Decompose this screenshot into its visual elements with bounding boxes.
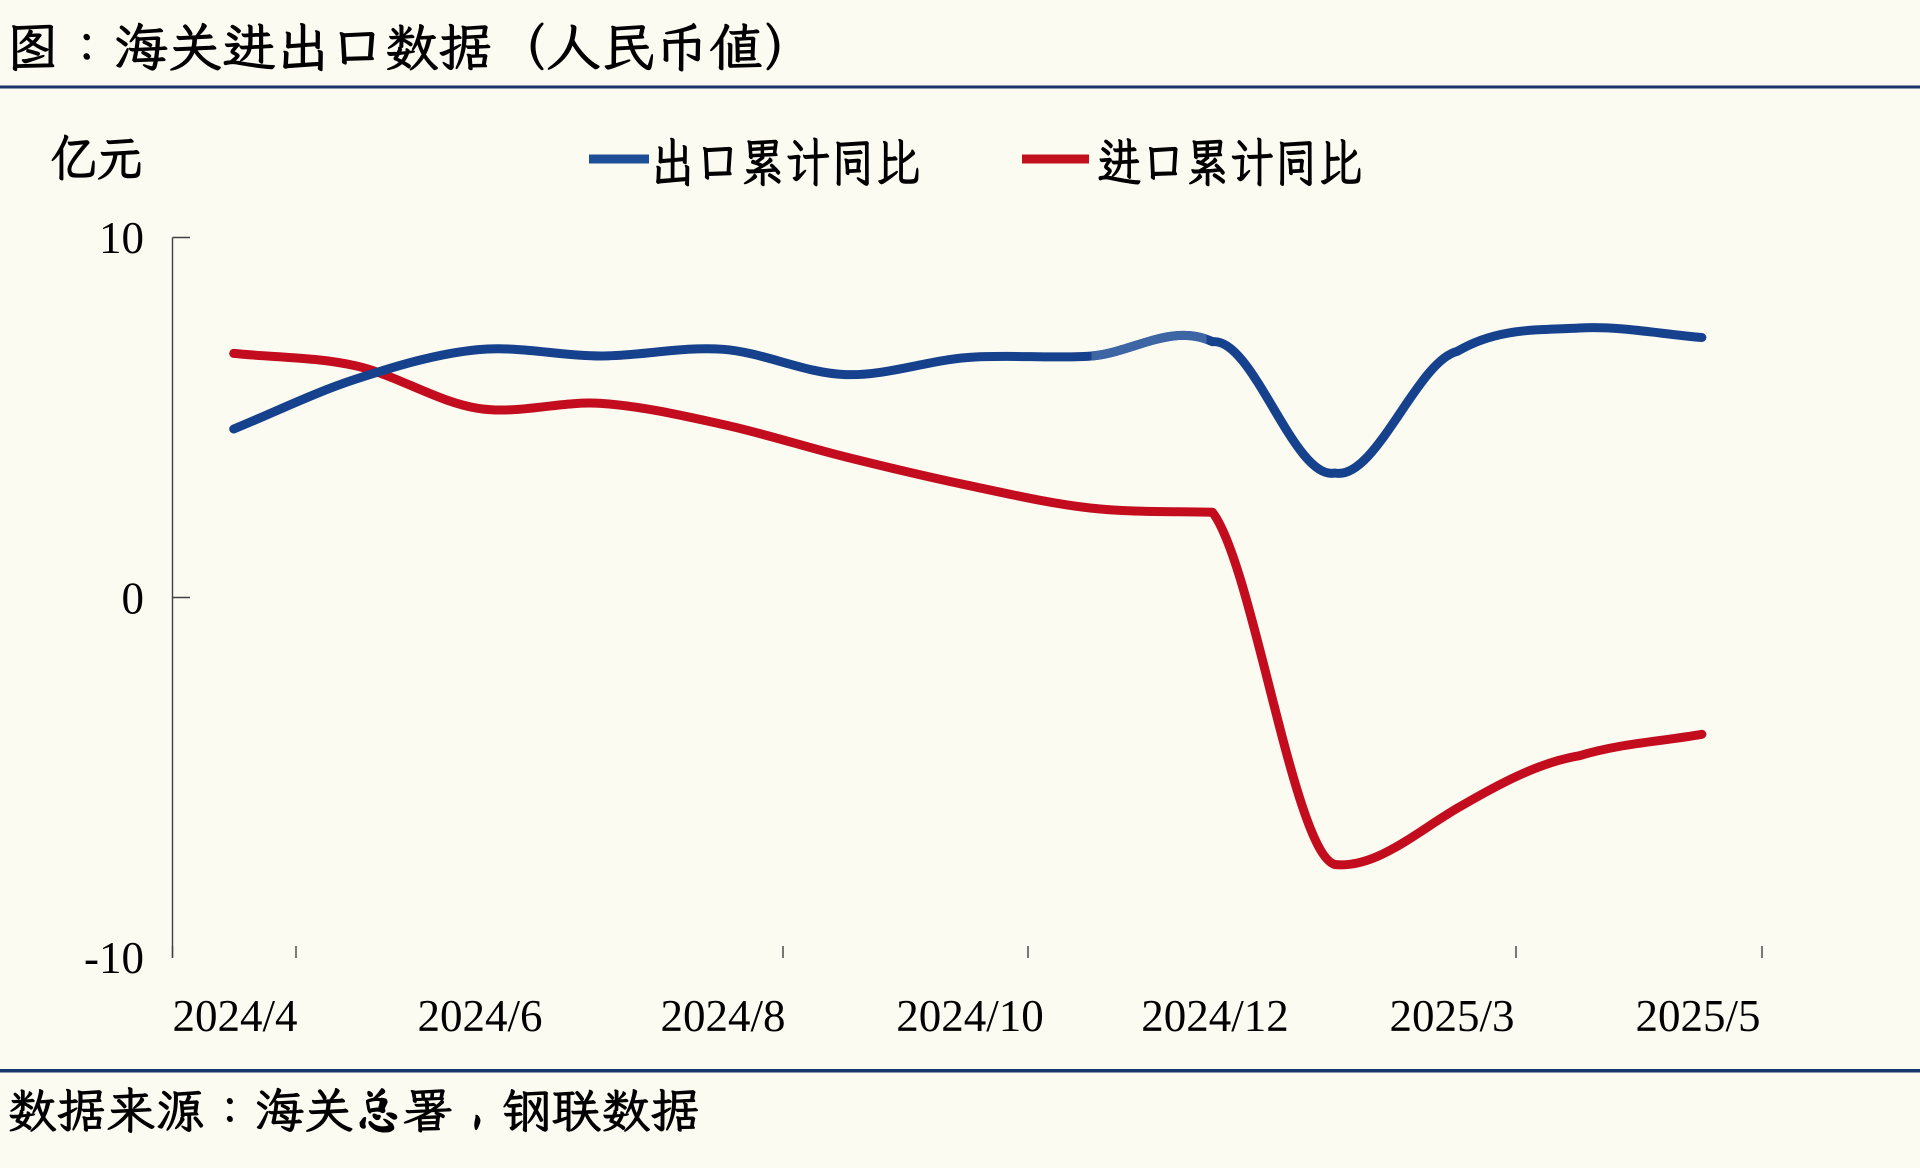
svg-text:10: 10 <box>99 213 144 263</box>
svg-text:2024/4: 2024/4 <box>172 991 297 1041</box>
svg-text:2024/12: 2024/12 <box>1141 991 1289 1041</box>
svg-text:2025/3: 2025/3 <box>1389 991 1514 1041</box>
svg-text:2024/6: 2024/6 <box>417 991 542 1041</box>
svg-text:0: 0 <box>122 574 145 624</box>
svg-text:2024/8: 2024/8 <box>660 991 785 1041</box>
svg-text:-10: -10 <box>84 933 144 983</box>
svg-text:2024/10: 2024/10 <box>896 991 1044 1041</box>
svg-text:2025/5: 2025/5 <box>1635 991 1760 1041</box>
